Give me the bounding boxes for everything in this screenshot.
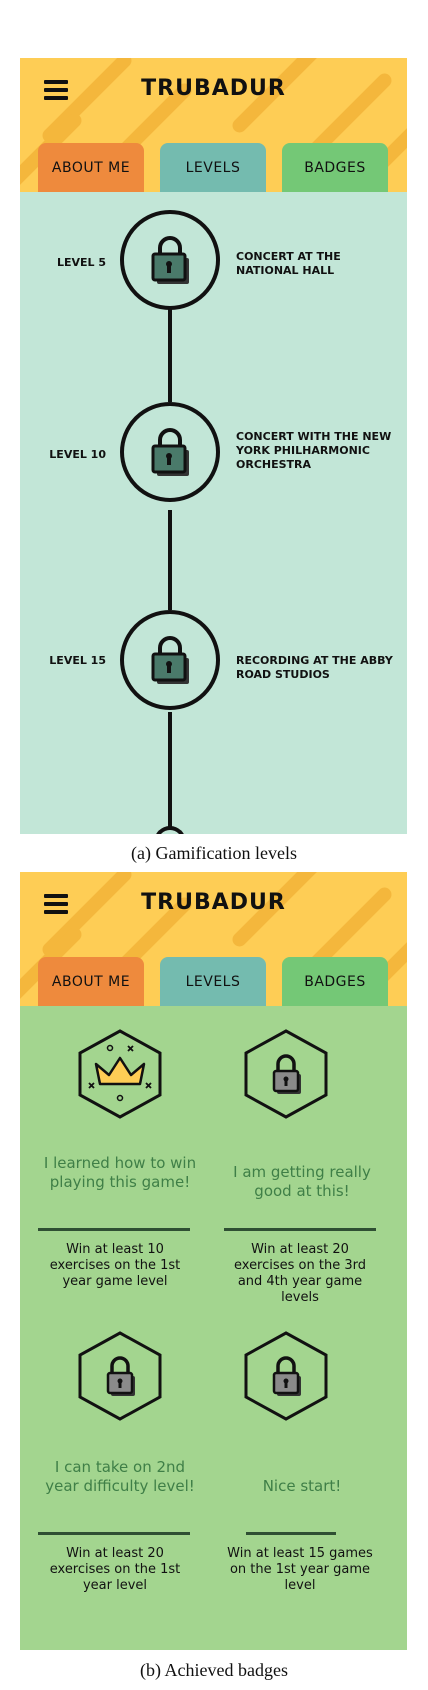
badge-requirement: Win at least 20 exercises on the 3rd and… [234, 1242, 366, 1305]
badge-requirement: Win at least 10 exercises on the 1st yea… [49, 1242, 181, 1289]
lock-icon [272, 1054, 301, 1094]
lock-icon [106, 1356, 135, 1396]
lock-icon [151, 636, 189, 684]
badge-divider [38, 1228, 190, 1231]
level-label: LEVEL 15 [49, 654, 106, 667]
level-description: CONCERT WITH THE NEW YORK PHILHARMONIC O… [236, 430, 392, 471]
badge-title: Nice start! [262, 1477, 342, 1495]
level-node[interactable] [120, 402, 220, 502]
crown-icon [88, 1044, 152, 1102]
lock-icon [272, 1356, 301, 1396]
level-label: LEVEL 5 [56, 256, 106, 269]
tab-levels[interactable]: LEVELS [160, 957, 266, 1006]
level-description: CONCERT AT THE NATIONAL HALL [236, 250, 341, 277]
badge-crown[interactable] [76, 1028, 164, 1120]
level-connector-line [168, 510, 172, 610]
lock-icon [151, 428, 189, 476]
level-description: RECORDING AT THE ABBY ROAD STUDIOS [236, 654, 393, 681]
tab-badges[interactable]: BADGES [282, 957, 388, 1006]
tab-about-me[interactable]: ABOUT ME [38, 957, 144, 1006]
badge-divider [246, 1532, 336, 1535]
next-level-node [154, 826, 186, 834]
app-header: TRUBADUR ABOUT ME LEVELS BADGES [20, 58, 407, 192]
badge-locked[interactable] [242, 1330, 330, 1422]
app-title: TRUBADUR [141, 890, 286, 915]
tab-badges[interactable]: BADGES [282, 143, 388, 192]
badge-locked[interactable] [76, 1330, 164, 1422]
badge-title: I can take on 2nd year difficulty level! [45, 1458, 195, 1495]
badge-requirement: Win at least 15 games on the 1st year ga… [227, 1546, 373, 1593]
lock-icon [151, 236, 189, 284]
level-node[interactable] [120, 610, 220, 710]
hamburger-menu-icon[interactable] [44, 894, 68, 914]
badges-screen: TRUBADUR ABOUT ME LEVELS BADGES I learne… [20, 872, 407, 1650]
level-node[interactable] [120, 210, 220, 310]
app-title: TRUBADUR [141, 76, 286, 101]
badge-divider [38, 1532, 190, 1535]
badge-requirement: Win at least 20 exercises on the 1st yea… [49, 1546, 181, 1593]
level-connector-line [168, 712, 172, 834]
hamburger-menu-icon[interactable] [44, 80, 68, 100]
levels-screen: TRUBADUR ABOUT ME LEVELS BADGES LEVEL 5 … [20, 58, 407, 834]
app-header: TRUBADUR ABOUT ME LEVELS BADGES [20, 872, 407, 1006]
badge-locked[interactable] [242, 1028, 330, 1120]
badges-content: I learned how to win playing this game! … [20, 1006, 407, 1650]
tab-levels[interactable]: LEVELS [160, 143, 266, 192]
levels-content: LEVEL 5 CONCERT AT THE NATIONAL HALL LEV… [20, 192, 407, 834]
level-label: LEVEL 10 [49, 448, 106, 461]
figure-caption: (a) Gamification levels [131, 843, 297, 863]
badge-title: I learned how to win playing this game! [43, 1154, 197, 1191]
tab-about-me[interactable]: ABOUT ME [38, 143, 144, 192]
level-connector-line [168, 302, 172, 402]
figure-caption: (b) Achieved badges [140, 1660, 288, 1680]
badge-divider [224, 1228, 376, 1231]
badge-title: I am getting really good at this! [233, 1163, 371, 1200]
